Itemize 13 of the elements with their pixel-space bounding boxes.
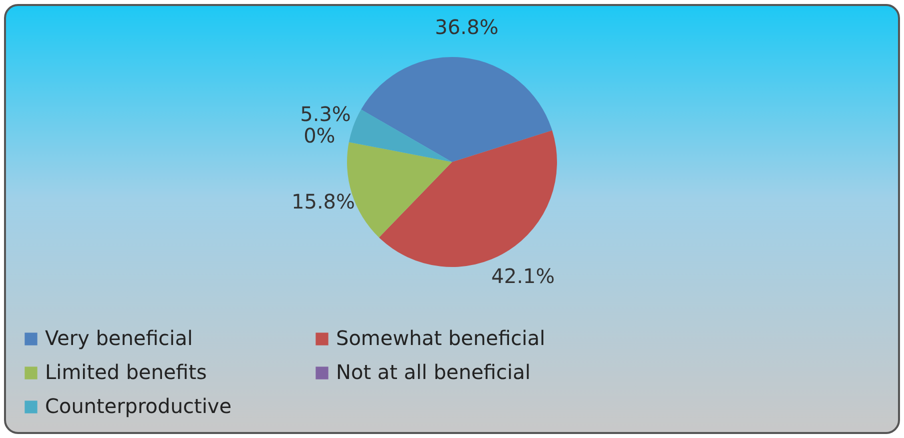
legend-label: Not at all beneficial — [336, 360, 531, 384]
data-label: 5.3% — [300, 102, 351, 126]
pie-slice — [348, 110, 452, 162]
legend-label: Limited benefits — [45, 360, 207, 384]
legend-label: Counterproductive — [45, 394, 232, 418]
legend-label: Somewhat beneficial — [336, 326, 546, 350]
pie-slice — [361, 57, 552, 162]
data-label: 36.8% — [434, 14, 498, 39]
data-label: 15.8% — [291, 190, 356, 214]
pie-slice — [379, 130, 557, 267]
text: 0% — [304, 123, 336, 148]
legend-label: Very beneficial — [45, 326, 193, 350]
data-label: 42.1% — [491, 264, 555, 288]
